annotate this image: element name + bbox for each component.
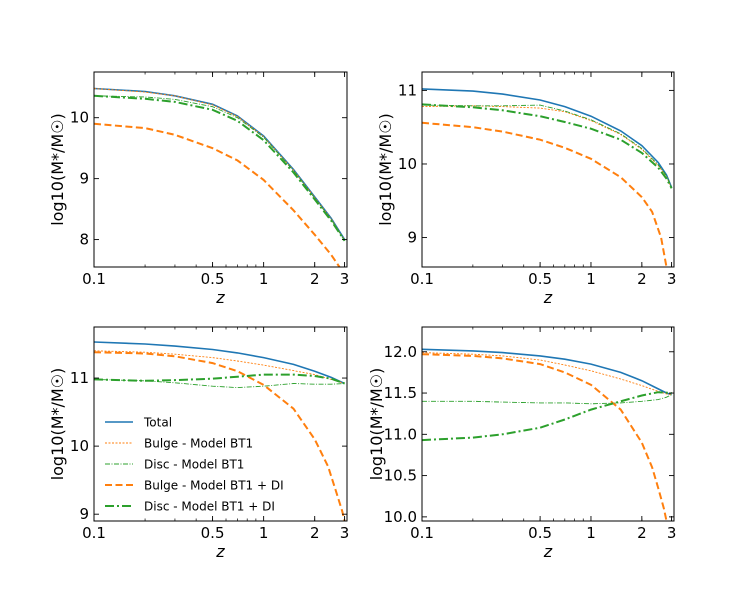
panel-3: 0.1 0.5 1 2 3 9 10 11 z log10(M*/M☉) [48, 326, 350, 561]
x-tick-label: 0.1 [82, 524, 106, 542]
x-tick-label: 3 [667, 270, 677, 288]
y-tick-label: 8 [79, 231, 89, 249]
x-tick-label: 0.5 [201, 524, 225, 542]
x-axis-label: z [543, 542, 553, 561]
panel-1-lines [94, 87, 346, 267]
legend-label: Disc - Model BT1 + DI [144, 500, 275, 514]
series-line-disc-di [422, 103, 673, 189]
panel-4: 0.1 0.5 1 2 3 10.0 10.5 11.0 11.5 12.0 z log10(M*/M… [367, 326, 677, 561]
legend-label: Disc - Model BT1 [144, 458, 244, 472]
series-line-disc-bt1 [422, 104, 673, 188]
series-line-total [94, 341, 345, 385]
plot-frame [421, 326, 675, 522]
x-tick-label: 2 [310, 524, 320, 542]
series-line-bulge-bt1 [94, 88, 345, 241]
series-line-disc-di [94, 94, 346, 242]
x-axis-label: z [543, 288, 553, 307]
series-line-bulge-di [422, 353, 668, 521]
x-tick-label: 0.1 [410, 524, 434, 542]
series-line-bulge-di [94, 351, 346, 521]
plot-frame [93, 326, 348, 522]
y-tick-label: 10 [70, 437, 89, 455]
y-tick-label: 11.5 [384, 384, 417, 402]
y-axis-label: log10(M*/M☉) [376, 113, 395, 226]
x-tick-label: 0.5 [528, 270, 552, 288]
panel-4-lines [422, 348, 672, 521]
panel-3-lines [94, 341, 346, 521]
x-tick-label: 1 [586, 524, 596, 542]
y-tick-label: 9 [407, 229, 417, 247]
y-tick-label: 11 [70, 369, 89, 387]
x-tick-label: 3 [667, 524, 677, 542]
x-tick-label: 0.5 [528, 524, 552, 542]
legend-label: Bulge - Model BT1 + DI [144, 479, 284, 493]
y-axis-label: log10(M*/M☉) [367, 368, 386, 481]
panel-2: 0.1 0.5 1 2 3 9 10 11 z log10(M*/M☉) [376, 71, 677, 307]
x-tick-label: 0.5 [201, 270, 225, 288]
series-line-disc-di [94, 373, 345, 385]
x-tick-label: 2 [637, 270, 647, 288]
legend-label: Total [143, 416, 172, 430]
y-tick-label: 12.0 [384, 343, 417, 361]
y-tick-label: 9 [79, 170, 89, 188]
x-tick-label: 3 [340, 524, 350, 542]
x-axis-label: z [215, 288, 225, 307]
series-line-disc-di [422, 391, 672, 442]
series-line-disc-bt1 [94, 95, 345, 242]
panel-1: 0.1 0.5 1 2 3 8 9 10 z log10(M*/M☉) [48, 71, 350, 307]
plot-frame [93, 71, 348, 268]
y-tick-label: 10.0 [384, 508, 417, 526]
series-line-bulge-bt1 [422, 105, 673, 189]
y-tick-label: 10.5 [384, 467, 417, 485]
plot-frame [421, 71, 675, 268]
x-axis-label: z [215, 542, 225, 561]
x-tick-label: 0.1 [82, 270, 106, 288]
series-line-total [422, 88, 673, 188]
x-tick-label: 0.1 [410, 270, 434, 288]
panel-2-lines [422, 88, 673, 267]
legend-label: Bulge - Model BT1 [144, 437, 253, 451]
series-line-disc-bt1 [94, 378, 345, 389]
series-line-bulge-di [94, 122, 341, 267]
y-tick-label: 10 [70, 109, 89, 127]
x-tick-label: 2 [310, 270, 320, 288]
y-tick-label: 11.0 [384, 425, 417, 443]
legend: Total Bulge - Model BT1 Disc - Model BT1 Bu… [105, 416, 284, 514]
y-axis-label: log10(M*/M☉) [48, 368, 67, 481]
x-tick-label: 1 [259, 524, 269, 542]
series-line-disc-bt1 [422, 394, 672, 405]
y-tick-label: 11 [398, 81, 417, 99]
x-tick-label: 2 [637, 524, 647, 542]
y-tick-label: 10 [398, 155, 417, 173]
series-line-total [422, 348, 672, 396]
y-axis-label: log10(M*/M☉) [48, 113, 67, 226]
x-tick-label: 1 [586, 270, 596, 288]
series-line-total [94, 87, 346, 241]
y-tick-label: 9 [79, 505, 89, 523]
series-line-bulge-bt1 [422, 352, 672, 396]
x-tick-label: 1 [259, 270, 269, 288]
series-line-bulge-di [422, 121, 668, 267]
x-tick-label: 3 [340, 270, 350, 288]
